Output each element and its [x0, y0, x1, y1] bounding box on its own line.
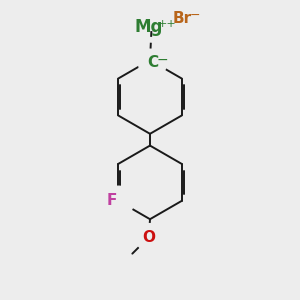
Text: ++: ++: [158, 19, 176, 29]
Text: F: F: [106, 193, 117, 208]
Text: C: C: [147, 55, 158, 70]
Text: O: O: [142, 230, 155, 245]
Text: −: −: [157, 52, 169, 67]
Text: Mg: Mg: [135, 18, 163, 36]
Text: Br: Br: [173, 11, 192, 26]
Text: −: −: [190, 9, 200, 22]
